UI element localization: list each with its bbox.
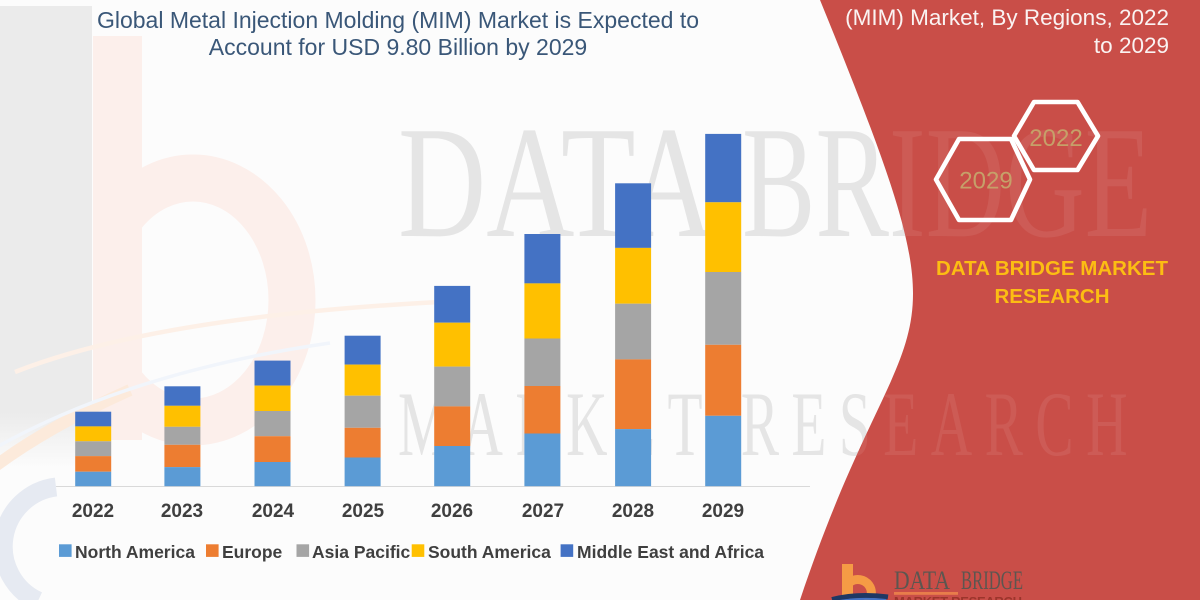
svg-text:2022: 2022 [1029, 125, 1082, 152]
svg-text:2029: 2029 [959, 168, 1012, 195]
svg-text:DATA: DATA [894, 566, 950, 595]
svg-text:BRIDGE: BRIDGE [961, 566, 1023, 595]
svg-text:MARKET RESEARCH: MARKET RESEARCH [894, 594, 1022, 600]
